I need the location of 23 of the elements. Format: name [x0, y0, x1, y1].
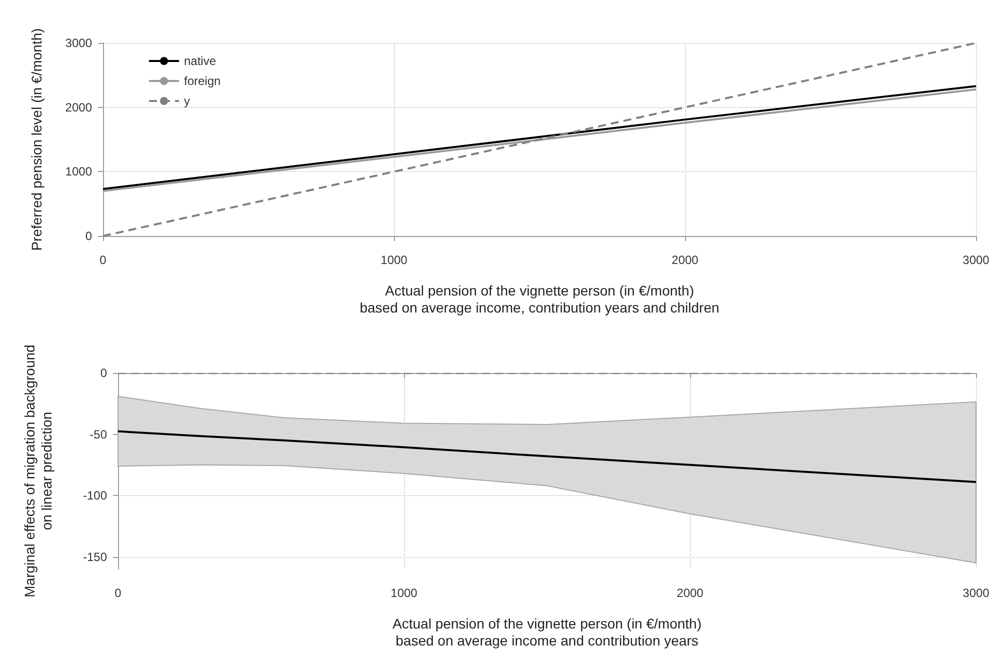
- x-tick-label: 1000: [390, 586, 418, 600]
- y-tick-label: -100: [82, 488, 108, 502]
- legend-label: native: [184, 54, 216, 68]
- line-series: [117, 430, 977, 484]
- x-tick-label: 3000: [962, 253, 990, 267]
- y-tick-label: 1000: [65, 164, 92, 179]
- x-tick-label: 0: [114, 586, 122, 600]
- y-axis-title: Marginal effects of migration background on linear prediction: [22, 344, 54, 598]
- y-tick-label: 0: [100, 366, 108, 380]
- y-axis-title: Preferred pension level (in €/month): [28, 28, 44, 251]
- y-tick-label: 0: [85, 229, 92, 243]
- x-axis-title: Actual pension of the vignette person (in €/month) based on average income, contribution years and children: [360, 282, 720, 316]
- legend-label: y: [184, 94, 190, 108]
- y-tick-label: 3000: [65, 36, 92, 50]
- x-axis-title: Actual pension of the vignette person (in €/month) based on average income and contribution years: [392, 616, 702, 648]
- y-tick-label: -50: [90, 427, 108, 442]
- y-tick-label: -150: [82, 550, 108, 564]
- y-tick-label: 2000: [65, 100, 92, 114]
- legend-label: foreign: [184, 74, 221, 88]
- x-tick-label: 2000: [672, 253, 699, 267]
- x-tick-label: 2000: [676, 586, 704, 600]
- x-tick-label: 1000: [380, 253, 408, 267]
- x-tick-label: 3000: [962, 586, 990, 600]
